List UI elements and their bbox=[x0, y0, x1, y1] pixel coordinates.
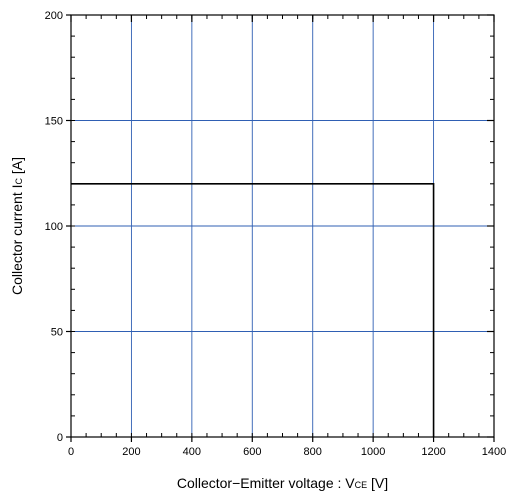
x-axis-title: Collector−Emitter voltage : VCE [V] bbox=[177, 475, 388, 491]
y-tick-label: 150 bbox=[45, 116, 63, 128]
x-tick-label: 600 bbox=[243, 446, 261, 458]
x-tick-label: 1000 bbox=[361, 446, 385, 458]
x-tick-label: 800 bbox=[304, 446, 322, 458]
y-tick-label: 50 bbox=[51, 327, 63, 339]
y-tick-label: 100 bbox=[45, 221, 63, 233]
y-axis-title: Collector current IC [A] bbox=[9, 157, 25, 295]
x-tick-label: 400 bbox=[183, 446, 201, 458]
y-tick-labels: 0 50 100 150 200 bbox=[45, 10, 63, 444]
plot-frame bbox=[70, 14, 495, 438]
x-tick-label: 0 bbox=[68, 446, 74, 458]
y-tick-label: 0 bbox=[57, 432, 63, 444]
y-axis-title-part-3: [A] bbox=[9, 157, 25, 178]
x-tick-label: 200 bbox=[122, 446, 140, 458]
x-axis-title-part-1: Collector−Emitter voltage : V bbox=[177, 475, 355, 491]
x-tick-labels: 0 200 400 600 800 1000 1200 1400 bbox=[68, 446, 506, 458]
y-tick-label: 200 bbox=[45, 10, 63, 22]
x-tick-label: 1400 bbox=[482, 446, 506, 458]
minor-ticks bbox=[70, 14, 495, 438]
y-axis-title-part-1: Collector current I bbox=[9, 185, 25, 295]
series-line bbox=[71, 183, 435, 437]
series bbox=[71, 183, 435, 437]
y-axis-title-subscript: C bbox=[14, 178, 24, 185]
x-tick-label: 1200 bbox=[421, 446, 445, 458]
grid bbox=[71, 15, 494, 437]
major-ticks bbox=[66, 14, 495, 442]
x-axis-title-subscript: CE bbox=[355, 480, 368, 490]
x-axis-title-part-3: [V] bbox=[367, 475, 388, 491]
